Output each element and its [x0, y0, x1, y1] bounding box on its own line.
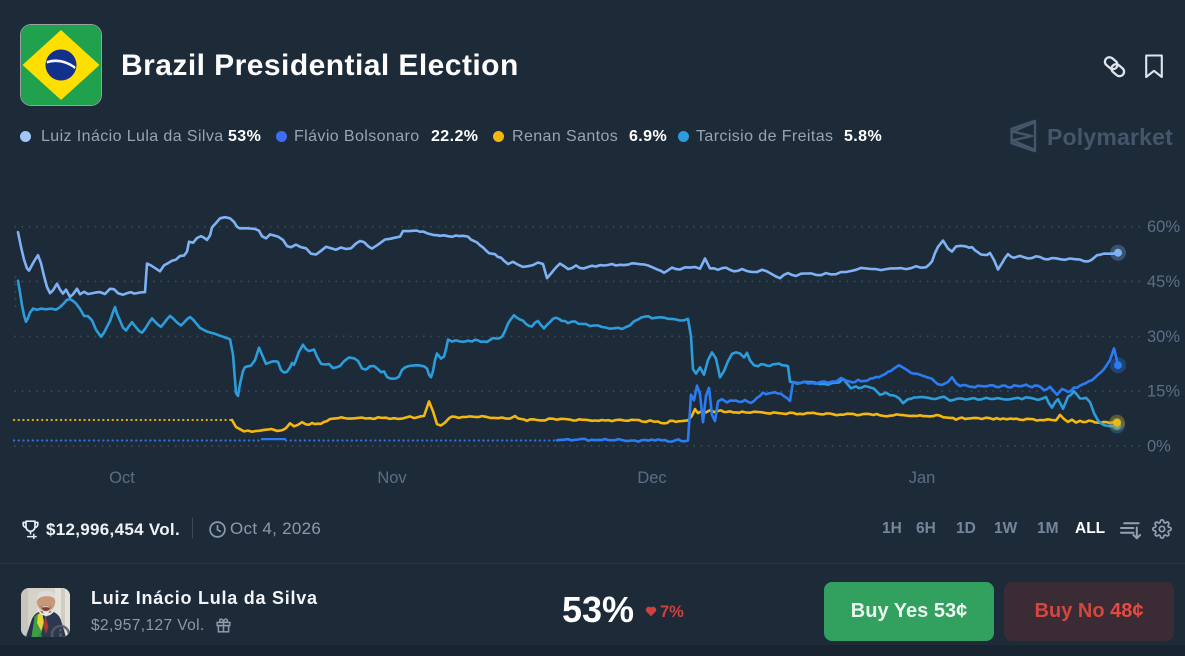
svg-text:60%: 60% — [1147, 218, 1180, 236]
svg-text:Dec: Dec — [637, 469, 666, 487]
svg-text:30%: 30% — [1147, 328, 1180, 346]
svg-text:Jan: Jan — [909, 469, 936, 487]
svg-text:Oct: Oct — [109, 469, 135, 487]
svg-text:45%: 45% — [1147, 273, 1180, 291]
svg-text:Nov: Nov — [377, 469, 407, 487]
svg-text:0%: 0% — [1147, 438, 1171, 456]
svg-text:15%: 15% — [1147, 383, 1180, 401]
